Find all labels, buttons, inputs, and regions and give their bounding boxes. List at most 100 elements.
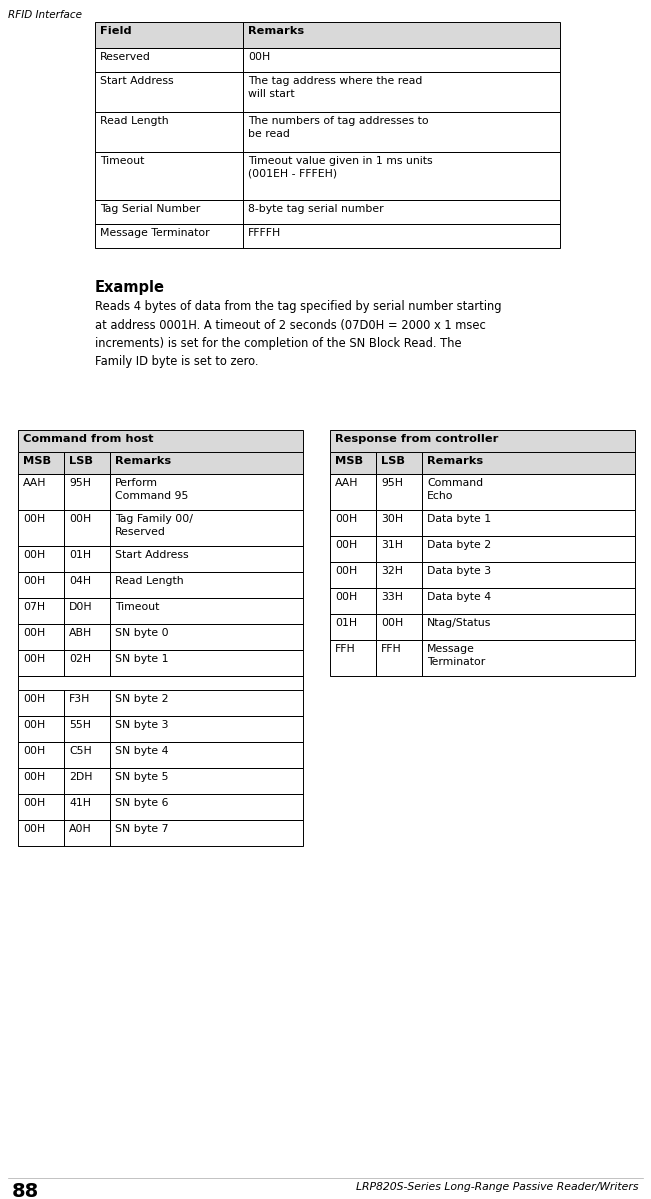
Bar bbox=[18, 820, 64, 846]
Bar bbox=[110, 794, 303, 820]
Bar bbox=[95, 112, 243, 152]
Bar bbox=[330, 474, 376, 510]
Text: LSB: LSB bbox=[69, 456, 93, 466]
Bar bbox=[422, 474, 635, 510]
Bar bbox=[18, 546, 64, 572]
Text: Read Length: Read Length bbox=[115, 576, 184, 586]
Text: 41H: 41H bbox=[69, 799, 91, 808]
Text: SN byte 2: SN byte 2 bbox=[115, 694, 169, 704]
Text: FFH: FFH bbox=[335, 644, 355, 653]
Bar bbox=[110, 546, 303, 572]
Text: Data byte 1: Data byte 1 bbox=[427, 514, 491, 524]
Bar bbox=[422, 536, 635, 562]
Bar bbox=[18, 598, 64, 623]
Text: 32H: 32H bbox=[381, 566, 403, 576]
Text: SN byte 7: SN byte 7 bbox=[115, 824, 169, 835]
Bar bbox=[64, 546, 110, 572]
Text: Start Address: Start Address bbox=[115, 550, 189, 560]
Bar bbox=[18, 452, 64, 474]
Bar bbox=[110, 820, 303, 846]
Text: Timeout value given in 1 ms units
(001EH - FFFEH): Timeout value given in 1 ms units (001EH… bbox=[248, 156, 433, 179]
Bar bbox=[64, 572, 110, 598]
Bar bbox=[376, 588, 422, 614]
Text: FFH: FFH bbox=[381, 644, 402, 653]
Bar bbox=[64, 510, 110, 546]
Text: 01H: 01H bbox=[69, 550, 91, 560]
Bar bbox=[64, 689, 110, 716]
Bar bbox=[18, 689, 64, 716]
Bar bbox=[422, 474, 635, 510]
Bar bbox=[330, 614, 376, 640]
Bar bbox=[110, 716, 303, 742]
Bar bbox=[95, 48, 243, 72]
Bar bbox=[422, 536, 635, 562]
Bar bbox=[422, 562, 635, 588]
Bar bbox=[18, 598, 64, 623]
Bar bbox=[64, 689, 110, 716]
Bar bbox=[110, 769, 303, 794]
Bar bbox=[422, 640, 635, 676]
Bar bbox=[243, 72, 560, 112]
Bar bbox=[18, 794, 64, 820]
Bar bbox=[376, 562, 422, 588]
Text: Response from controller: Response from controller bbox=[335, 434, 499, 444]
Bar bbox=[110, 452, 303, 474]
Text: 8-byte tag serial number: 8-byte tag serial number bbox=[248, 204, 383, 213]
Text: Timeout: Timeout bbox=[115, 602, 159, 611]
Bar bbox=[18, 623, 64, 650]
Bar bbox=[243, 224, 560, 248]
Bar bbox=[110, 510, 303, 546]
Bar bbox=[110, 689, 303, 716]
Bar bbox=[64, 742, 110, 769]
Bar bbox=[376, 452, 422, 474]
Bar bbox=[64, 650, 110, 676]
Bar bbox=[18, 452, 64, 474]
Bar bbox=[110, 623, 303, 650]
Text: 00H: 00H bbox=[23, 514, 46, 524]
Text: Message
Terminator: Message Terminator bbox=[427, 644, 485, 667]
Bar bbox=[18, 474, 64, 510]
Text: Data byte 4: Data byte 4 bbox=[427, 592, 491, 602]
Bar bbox=[243, 152, 560, 200]
Bar bbox=[110, 474, 303, 510]
Text: 00H: 00H bbox=[335, 540, 357, 550]
Text: 00H: 00H bbox=[335, 514, 357, 524]
Bar bbox=[376, 614, 422, 640]
Bar bbox=[18, 716, 64, 742]
Text: 00H: 00H bbox=[335, 592, 357, 602]
Bar bbox=[422, 640, 635, 676]
Bar bbox=[95, 152, 243, 200]
Bar bbox=[18, 716, 64, 742]
Bar bbox=[95, 112, 243, 152]
Bar bbox=[243, 152, 560, 200]
Bar bbox=[18, 650, 64, 676]
Bar bbox=[64, 820, 110, 846]
Text: Remarks: Remarks bbox=[115, 456, 171, 466]
Bar bbox=[422, 510, 635, 536]
Bar bbox=[330, 588, 376, 614]
Text: MSB: MSB bbox=[23, 456, 51, 466]
Bar bbox=[95, 224, 243, 248]
Bar bbox=[330, 536, 376, 562]
Text: Reads 4 bytes of data from the tag specified by serial number starting
at addres: Reads 4 bytes of data from the tag speci… bbox=[95, 300, 501, 368]
Bar bbox=[330, 640, 376, 676]
Text: SN byte 1: SN byte 1 bbox=[115, 653, 169, 664]
Bar bbox=[95, 224, 243, 248]
Bar bbox=[18, 650, 64, 676]
Text: ABH: ABH bbox=[69, 628, 92, 638]
Bar bbox=[18, 510, 64, 546]
Bar bbox=[18, 769, 64, 794]
Bar bbox=[422, 588, 635, 614]
Bar bbox=[110, 742, 303, 769]
Bar bbox=[110, 572, 303, 598]
Text: Read Length: Read Length bbox=[100, 116, 169, 126]
Bar bbox=[110, 742, 303, 769]
Bar bbox=[330, 510, 376, 536]
Bar bbox=[376, 510, 422, 536]
Text: C5H: C5H bbox=[69, 746, 92, 757]
Text: LSB: LSB bbox=[381, 456, 405, 466]
Text: F3H: F3H bbox=[69, 694, 90, 704]
Bar bbox=[64, 572, 110, 598]
Bar bbox=[422, 452, 635, 474]
Bar bbox=[95, 72, 243, 112]
